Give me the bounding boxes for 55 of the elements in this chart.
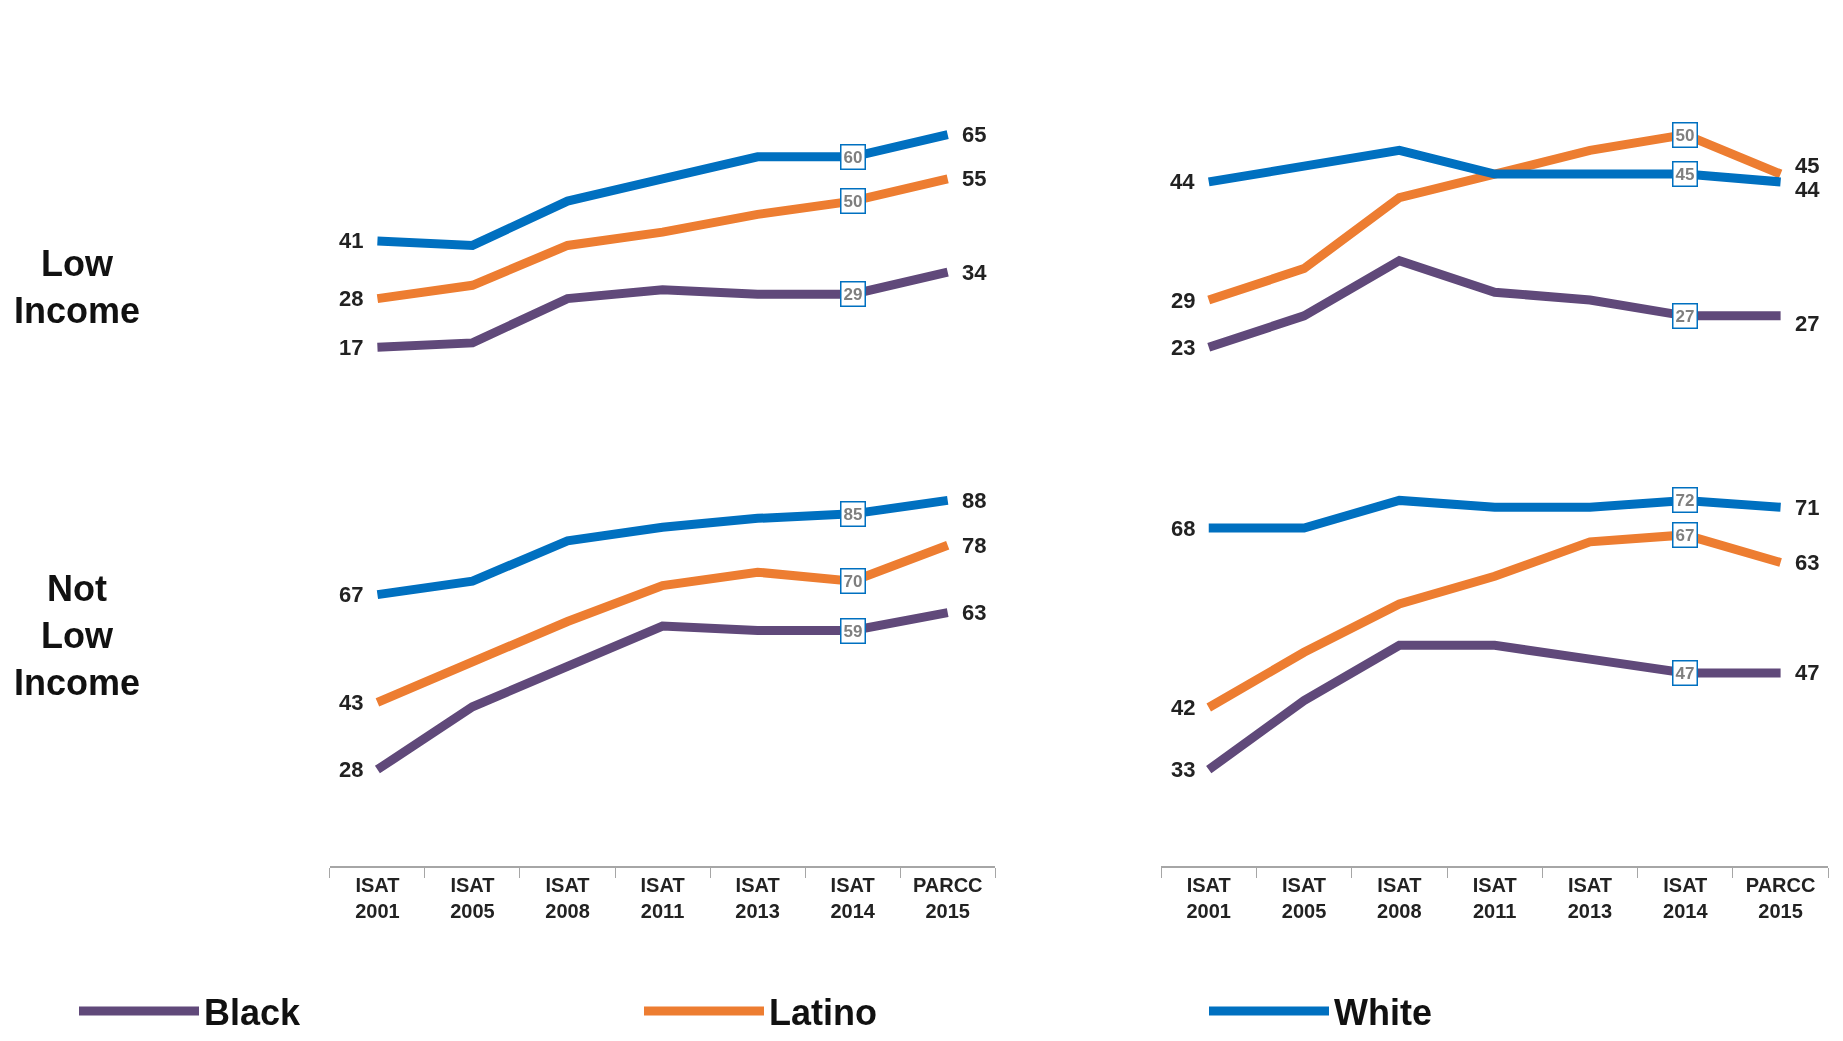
data-label: 29 — [1171, 288, 1196, 313]
data-label: 44 — [1170, 169, 1196, 194]
legend-label: White — [1334, 991, 1432, 1033]
data-label: 44 — [1795, 177, 1821, 202]
x-tick-label: ISAT 2001 — [355, 873, 400, 922]
data-label: 47 — [1675, 663, 1695, 683]
data-label: 78 — [962, 533, 987, 558]
data-label: 72 — [1675, 490, 1695, 510]
data-label: 28 — [339, 286, 364, 311]
x-tick-label: PARCC 2015 — [1745, 873, 1816, 922]
y-axis-title: Low Income — [14, 243, 141, 331]
y-axis-title: Not Low Income — [14, 568, 141, 703]
legend-label: Black — [204, 991, 302, 1033]
x-tick-label: ISAT 2014 — [830, 873, 876, 922]
legend-label: Latino — [769, 991, 877, 1033]
x-tick-label: PARCC 2015 — [912, 873, 983, 922]
data-label: 45 — [1795, 153, 1820, 178]
x-tick-label: ISAT 2011 — [1472, 873, 1517, 922]
data-label: 67 — [1675, 525, 1695, 545]
x-tick-label: ISAT 2005 — [1281, 873, 1327, 922]
data-label: 23 — [1171, 335, 1196, 360]
data-label: 65 — [962, 122, 987, 147]
data-label: 68 — [1171, 516, 1196, 541]
data-label: 17 — [339, 335, 364, 360]
data-label: 50 — [843, 191, 863, 211]
data-label: 47 — [1795, 660, 1820, 685]
x-tick-label: ISAT 2011 — [640, 873, 685, 922]
data-label: 71 — [1795, 495, 1820, 520]
data-label: 67 — [339, 582, 364, 607]
x-tick-label: ISAT 2001 — [1186, 873, 1231, 922]
data-label: 70 — [843, 571, 863, 591]
x-tick-label: ISAT 2005 — [450, 873, 495, 922]
data-label: 59 — [843, 621, 863, 641]
data-label: 63 — [962, 600, 987, 625]
data-label: 43 — [339, 690, 364, 715]
data-label: 29 — [843, 284, 863, 304]
data-label: 41 — [339, 228, 364, 253]
data-label: 85 — [843, 504, 863, 524]
data-label: 34 — [962, 260, 988, 285]
data-label: 63 — [1795, 550, 1820, 575]
data-label: 60 — [843, 147, 863, 167]
data-label: 88 — [962, 488, 987, 513]
data-label: 45 — [1675, 164, 1695, 184]
x-tick-label: ISAT 2013 — [735, 873, 780, 922]
x-tick-label: ISAT 2008 — [1377, 873, 1422, 922]
data-label: 42 — [1171, 695, 1196, 720]
x-tick-label: ISAT 2013 — [1567, 873, 1613, 922]
data-label: 50 — [1675, 125, 1695, 145]
data-label: 55 — [962, 166, 987, 191]
data-label: 27 — [1675, 306, 1695, 326]
x-tick-label: ISAT 2014 — [1663, 873, 1709, 922]
data-label: 28 — [339, 757, 364, 782]
x-tick-label: ISAT 2008 — [545, 873, 590, 922]
data-label: 33 — [1171, 757, 1196, 782]
data-label: 27 — [1795, 311, 1820, 336]
